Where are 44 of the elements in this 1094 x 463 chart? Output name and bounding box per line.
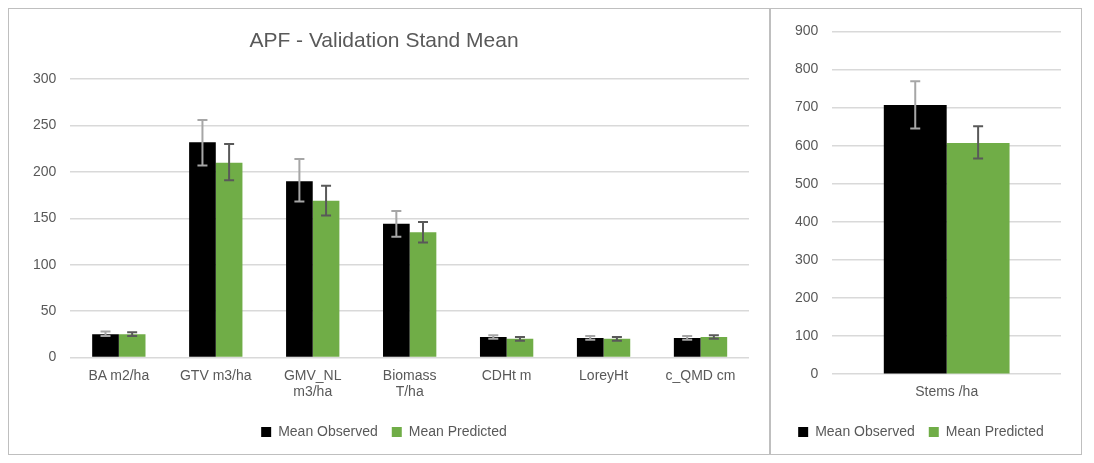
legend-label: Mean Observed (815, 422, 915, 439)
y-tick-label: 100 (33, 255, 57, 272)
legend-label: Mean Predicted (408, 422, 507, 439)
bar (603, 338, 631, 357)
x-tick-label: GTV m3/ha (179, 366, 252, 383)
x-tick-label: Biomass T/ha (382, 366, 437, 400)
bar (215, 162, 243, 357)
y-tick-label: 300 (795, 250, 819, 267)
y-tick-label: 100 (795, 326, 819, 343)
y-tick-label: 200 (33, 162, 57, 179)
x-tick-label: CDHt m (481, 366, 532, 383)
x-tick-label: GMV_NL m3/ha (283, 366, 342, 400)
bar (118, 334, 146, 357)
x-tick-label: Stems /ha (915, 383, 979, 400)
bar (383, 223, 410, 357)
y-tick-label: 0 (48, 348, 57, 365)
bar (92, 334, 119, 357)
y-tick-label: 50 (40, 301, 57, 318)
bar (312, 200, 340, 357)
y-tick-label: 500 (795, 174, 819, 191)
bar (409, 232, 437, 357)
y-tick-label: 700 (795, 98, 819, 115)
bar (673, 337, 701, 357)
y-tick-label: 200 (795, 288, 819, 305)
y-tick-label: 900 (795, 22, 819, 39)
x-tick-label: BA m2/ha (88, 366, 150, 383)
legend-label: Mean Predicted (945, 422, 1044, 439)
y-tick-label: 600 (795, 136, 819, 153)
y-tick-label: 250 (33, 116, 57, 133)
bar (479, 337, 507, 357)
y-tick-label: 150 (33, 209, 57, 226)
x-tick-label: c_QMD cm (665, 366, 736, 383)
bar (506, 338, 534, 357)
chart-title: APF - Validation Stand Mean (249, 28, 519, 52)
y-tick-label: 800 (795, 60, 819, 77)
y-tick-label: 400 (795, 212, 819, 229)
y-tick-label: 300 (33, 70, 57, 87)
x-tick-label: LoreyHt (579, 366, 629, 383)
bar (189, 142, 216, 357)
legend-label: Mean Observed (278, 422, 378, 439)
bar (576, 337, 604, 357)
y-tick-label: 0 (810, 365, 819, 382)
bar (700, 337, 728, 357)
bar (286, 181, 313, 357)
